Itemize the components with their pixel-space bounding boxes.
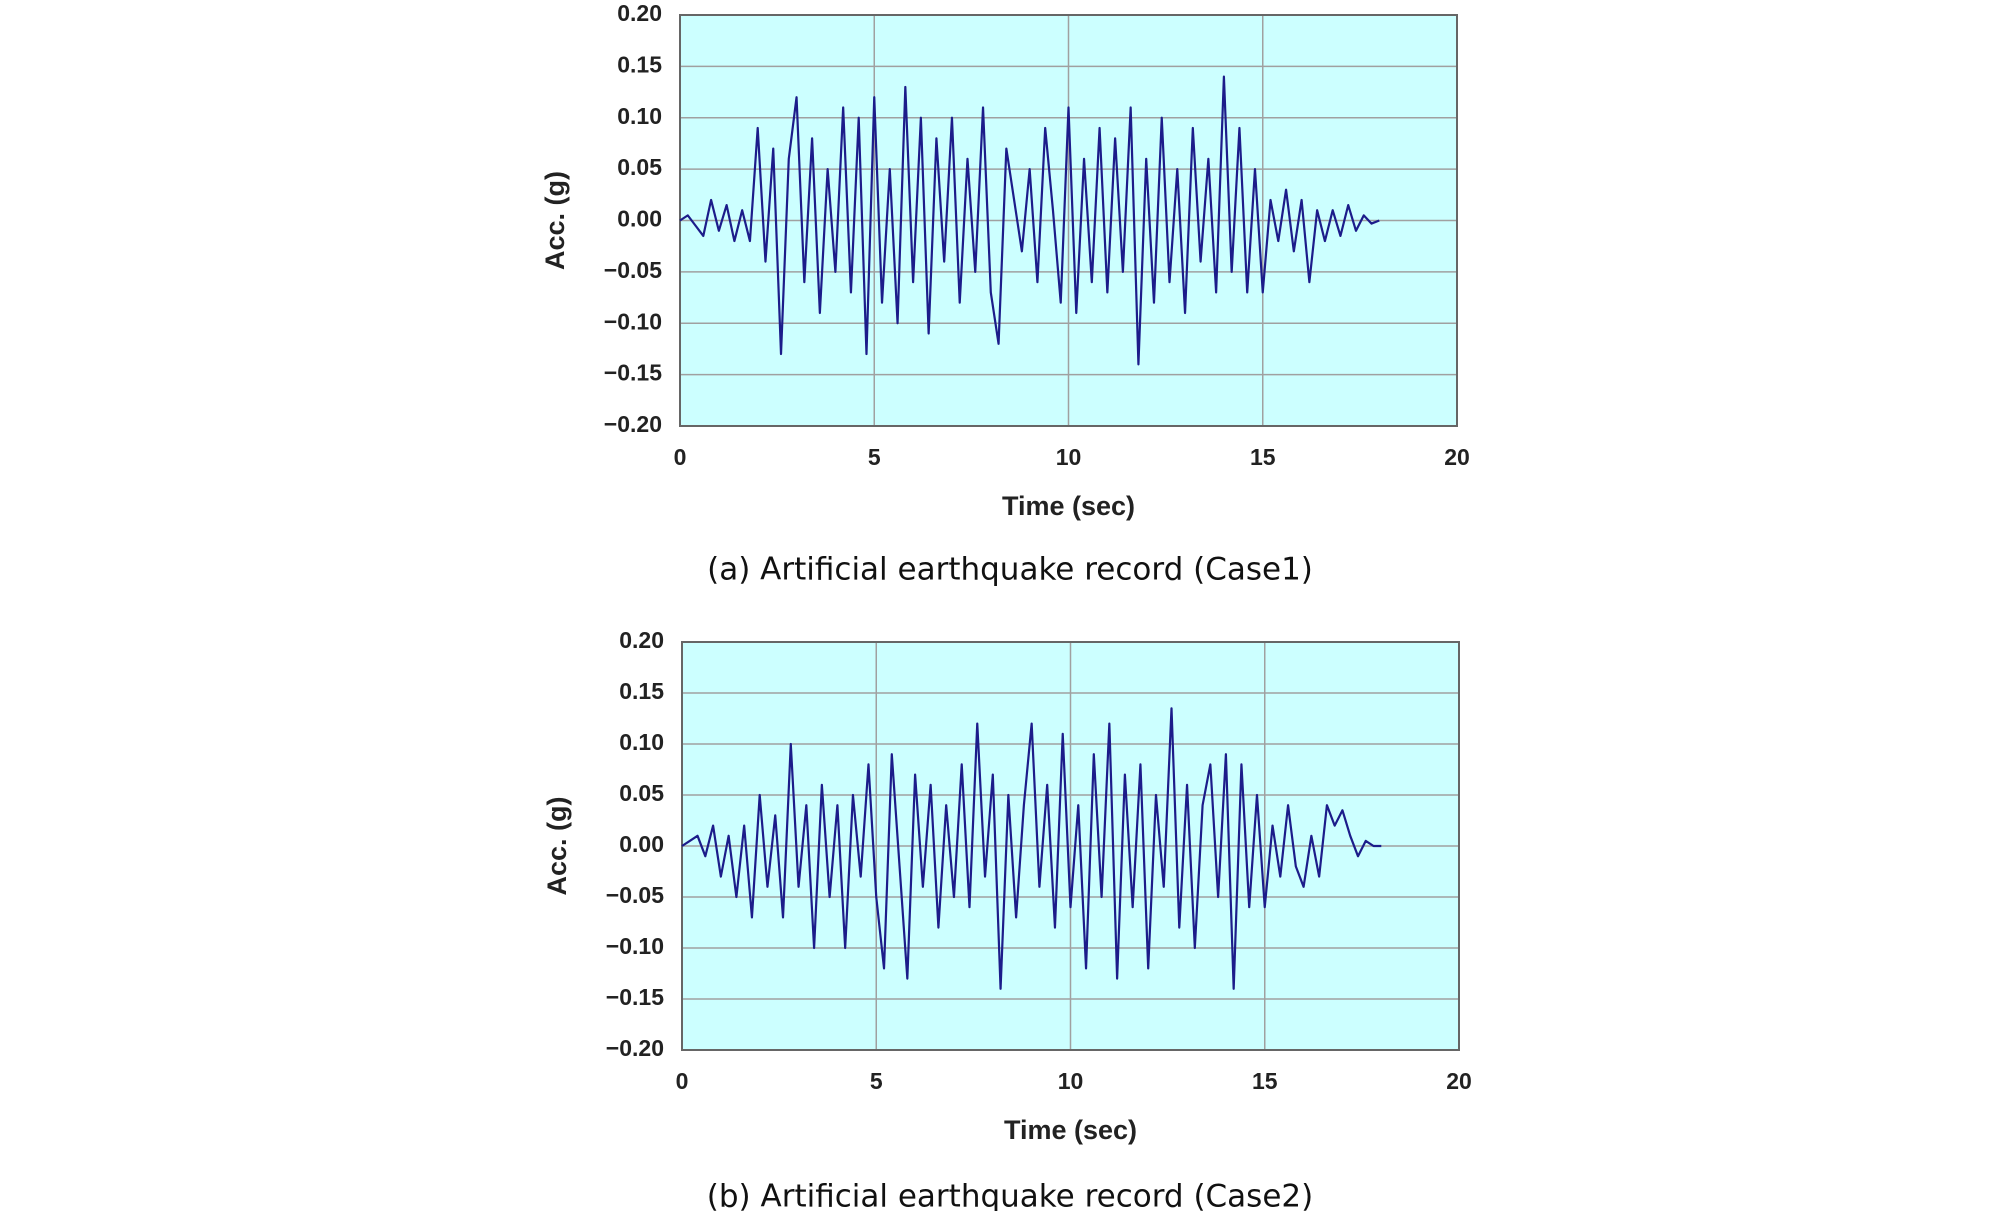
x-tick-label: 5 bbox=[868, 444, 881, 470]
y-tick-label: 0.05 bbox=[619, 780, 664, 806]
x-tick-label: 10 bbox=[1056, 444, 1082, 470]
y-tick-label: 0.00 bbox=[619, 831, 664, 857]
x-axis-label: Time (sec) bbox=[1004, 1115, 1137, 1145]
data-line bbox=[681, 707, 1382, 990]
data-line bbox=[679, 75, 1380, 366]
y-tick-label: −0.20 bbox=[604, 411, 662, 437]
x-tick-label: 0 bbox=[676, 1068, 689, 1094]
x-tick-label: 10 bbox=[1058, 1068, 1084, 1094]
y-tick-label: −0.05 bbox=[606, 882, 664, 908]
caption: (a) Artificial earthquake record (Case1) bbox=[707, 552, 1313, 588]
y-tick-label: 0.10 bbox=[617, 103, 662, 129]
y-tick-label: 0.15 bbox=[619, 678, 664, 704]
y-tick-label: −0.10 bbox=[606, 933, 664, 959]
y-tick-label: −0.15 bbox=[606, 984, 664, 1010]
x-tick-label: 20 bbox=[1444, 444, 1470, 470]
y-tick-label: 0.20 bbox=[617, 0, 662, 26]
y-tick-label: 0.05 bbox=[617, 154, 662, 180]
y-tick-label: −0.10 bbox=[604, 308, 662, 334]
y-tick-label: −0.15 bbox=[604, 360, 662, 386]
y-tick-label: −0.20 bbox=[606, 1035, 664, 1061]
y-axis-label: Acc. (g) bbox=[540, 171, 570, 270]
x-tick-label: 15 bbox=[1250, 444, 1276, 470]
x-tick-label: 20 bbox=[1446, 1068, 1472, 1094]
y-tick-label: −0.05 bbox=[604, 257, 662, 283]
caption: (b) Artificial earthquake record (Case2) bbox=[707, 1179, 1313, 1212]
x-axis-label: Time (sec) bbox=[1002, 491, 1135, 521]
y-axis-label: Acc. (g) bbox=[542, 796, 572, 895]
y-tick-label: 0.00 bbox=[617, 206, 662, 232]
y-tick-label: 0.10 bbox=[619, 729, 664, 755]
y-tick-label: 0.20 bbox=[619, 627, 664, 653]
x-tick-label: 0 bbox=[674, 444, 687, 470]
x-tick-label: 5 bbox=[870, 1068, 883, 1094]
y-tick-label: 0.15 bbox=[617, 51, 662, 77]
x-tick-label: 15 bbox=[1252, 1068, 1278, 1094]
